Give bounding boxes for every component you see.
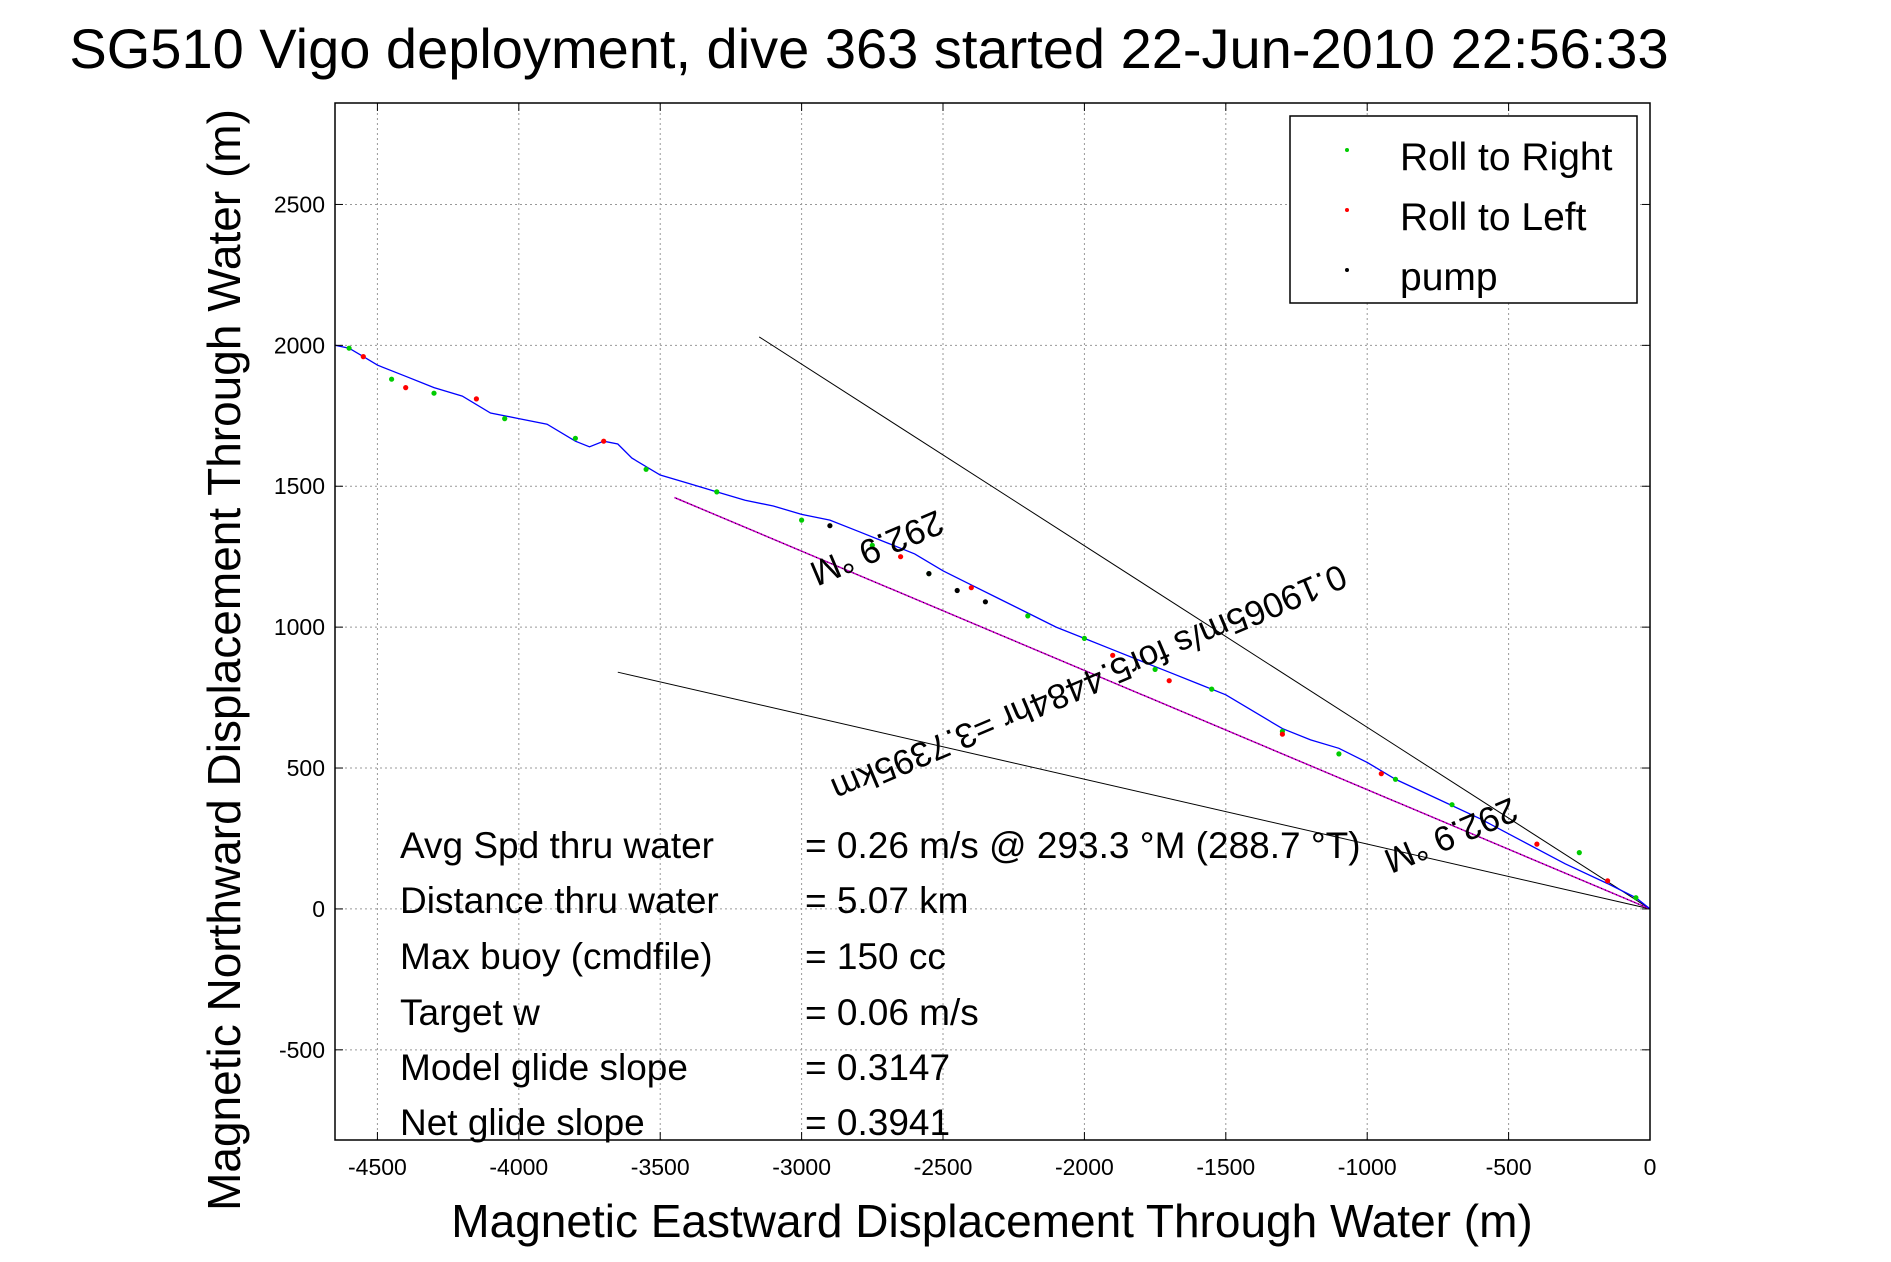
x-tick-label: -4000 bbox=[489, 1154, 548, 1180]
x-tick-label: -3000 bbox=[772, 1154, 831, 1180]
plot-frame bbox=[334, 102, 1651, 1141]
roll-left-marker bbox=[1279, 731, 1285, 737]
roll-right-marker bbox=[1392, 776, 1399, 782]
pump-marker bbox=[827, 523, 833, 529]
bound-line-lower bbox=[617, 671, 1651, 910]
roll-right-marker bbox=[1209, 686, 1215, 692]
stat-value-target-w: = 0.06 m/s bbox=[805, 992, 979, 1033]
axis-ticks: -4500 -4000 -3500 -3000 -2500 -2000 -1500 -1000… bbox=[274, 103, 1657, 1180]
roll-right-marker bbox=[502, 416, 508, 422]
roll-left-marker bbox=[1534, 841, 1540, 847]
stat-label-distance: Distance thru water bbox=[400, 880, 719, 921]
roll-right-marker bbox=[431, 390, 437, 396]
y-tick-label: 2500 bbox=[274, 191, 325, 217]
legend-label-pump: pump bbox=[1400, 256, 1498, 299]
stats-block: Avg Spd thru water = 0.26 m/s @ 293.3 °M… bbox=[400, 825, 1361, 1143]
roll-right-marker bbox=[1025, 613, 1031, 619]
pump-marker bbox=[982, 599, 989, 605]
chart-title: SG510 Vigo deployment, dive 363 started … bbox=[69, 17, 1668, 80]
x-tick-label: -4500 bbox=[348, 1154, 407, 1180]
roll-right-marker bbox=[1633, 895, 1639, 901]
legend: Roll to Right Roll to Left pump bbox=[1289, 115, 1638, 304]
pump-marker bbox=[926, 571, 932, 577]
legend-marker-pump bbox=[1345, 268, 1349, 272]
average-track-line-overlay bbox=[674, 497, 1651, 910]
plot-markers bbox=[346, 345, 1639, 901]
roll-left-marker bbox=[601, 438, 607, 444]
roll-left-marker bbox=[403, 385, 409, 391]
legend-label-roll-left: Roll to Left bbox=[1400, 196, 1587, 239]
legend-label-roll-right: Roll to Right bbox=[1400, 136, 1613, 179]
stat-value-max-buoy: = 150 cc bbox=[805, 936, 946, 977]
stat-value-net-glide-slope: = 0.3941 bbox=[805, 1102, 950, 1143]
x-tick-label: -500 bbox=[1486, 1154, 1532, 1180]
roll-right-marker bbox=[389, 376, 395, 382]
stat-label-target-w: Target w bbox=[400, 992, 540, 1033]
stat-label-net-glide-slope: Net glide slope bbox=[400, 1102, 645, 1143]
roll-right-marker bbox=[799, 517, 805, 523]
roll-right-marker bbox=[572, 435, 579, 441]
legend-marker-roll-left bbox=[1345, 208, 1349, 212]
x-tick-label: -3500 bbox=[631, 1154, 690, 1180]
y-tick-label: 1000 bbox=[274, 614, 325, 640]
y-axis-label: Magnetic Northward Displacement Through … bbox=[198, 109, 250, 1211]
roll-left-marker bbox=[1378, 771, 1384, 777]
y-tick-label: 500 bbox=[287, 755, 325, 781]
stat-label-model-glide-slope: Model glide slope bbox=[400, 1047, 688, 1088]
roll-left-marker bbox=[1605, 878, 1611, 884]
y-tick-label: -500 bbox=[279, 1037, 325, 1063]
stat-value-avg-speed: = 0.26 m/s @ 293.3 °M (288.7 °T) bbox=[805, 825, 1361, 866]
pump-marker bbox=[954, 587, 960, 594]
roll-right-marker bbox=[1081, 635, 1087, 642]
roll-left-marker bbox=[898, 554, 904, 560]
y-tick-label: 1500 bbox=[274, 473, 325, 499]
track-line bbox=[334, 344, 1651, 910]
x-tick-label: -1000 bbox=[1338, 1154, 1397, 1180]
stat-label-avg-speed: Avg Spd thru water bbox=[400, 825, 714, 866]
y-tick-label: 2000 bbox=[274, 332, 325, 358]
x-axis-label: Magnetic Eastward Displacement Through W… bbox=[451, 1195, 1532, 1247]
roll-right-marker bbox=[1449, 802, 1455, 808]
stat-value-distance: = 5.07 km bbox=[805, 880, 969, 921]
bound-line-upper bbox=[758, 336, 1651, 910]
roll-right-marker bbox=[643, 466, 649, 472]
roll-right-marker bbox=[346, 345, 352, 351]
roll-left-marker bbox=[360, 354, 366, 360]
roll-right-marker bbox=[1576, 850, 1582, 856]
roll-left-marker bbox=[968, 585, 974, 591]
plot-lines bbox=[334, 336, 1651, 910]
x-tick-label: -2000 bbox=[1055, 1154, 1114, 1180]
x-tick-label: 0 bbox=[1644, 1154, 1657, 1180]
roll-right-marker bbox=[714, 489, 720, 495]
roll-left-marker bbox=[1166, 678, 1172, 684]
roll-left-marker bbox=[473, 396, 479, 402]
roll-left-marker bbox=[1110, 652, 1116, 658]
legend-marker-roll-right bbox=[1345, 148, 1349, 152]
stat-label-max-buoy: Max buoy (cmdfile) bbox=[400, 936, 713, 977]
roll-right-marker bbox=[1336, 751, 1342, 757]
x-tick-label: -1500 bbox=[1196, 1154, 1255, 1180]
roll-right-marker bbox=[1152, 666, 1158, 673]
y-tick-label: 0 bbox=[312, 896, 325, 922]
x-tick-label: -2500 bbox=[914, 1154, 973, 1180]
stat-value-model-glide-slope: = 0.3147 bbox=[805, 1047, 950, 1088]
roll-right-marker bbox=[869, 542, 875, 549]
